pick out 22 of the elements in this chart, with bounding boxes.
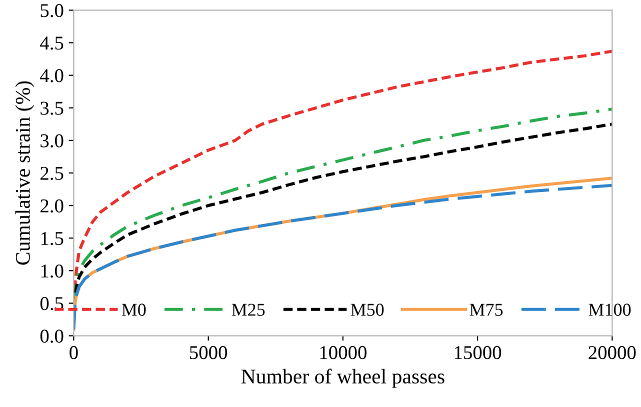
x-tick-label: 10000 [320,346,366,360]
legend-label: M25 [232,304,265,316]
y-tick-label: 4.5 [40,36,64,50]
y-tick-label: 1.5 [41,232,64,246]
x-tick-label: 5000 [190,346,228,360]
x-tick-label: 15000 [454,346,502,360]
y-tick-label: 2.5 [40,166,64,180]
legend-label: M50 [350,304,384,316]
x-tick-label: 20000 [588,346,636,360]
y-tick-label: 2.0 [40,199,64,213]
y-tick-label: 4.0 [40,69,64,82]
y-tick-label: 0.0 [40,330,64,343]
legend-label: M75 [470,304,503,316]
x-axis-title: Number of wheel passes [241,368,444,388]
legend-label: M100 [588,304,631,316]
y-axis-title: Cumulative strain (%) [15,81,34,265]
y-tick-label: 1.0 [41,264,64,278]
x-tick-label: 0 [70,346,78,360]
y-tick-label: 5.0 [40,4,64,18]
y-tick-label: 3.5 [40,102,64,115]
legend-label: M0 [122,304,146,316]
y-tick-label: 3.0 [40,134,64,148]
